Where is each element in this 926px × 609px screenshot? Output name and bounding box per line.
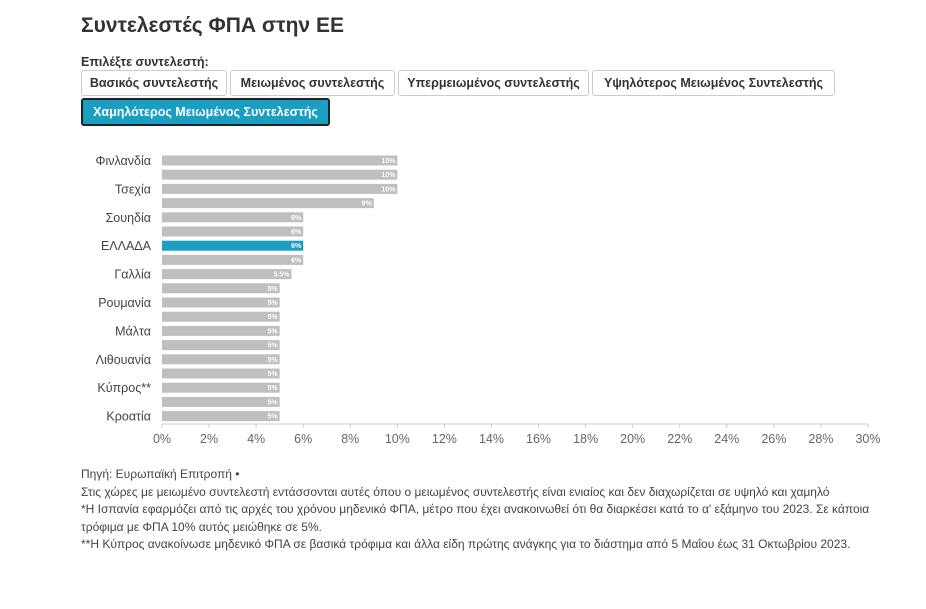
bar-value-label: 9% — [362, 201, 373, 208]
bar-9 — [162, 269, 292, 280]
bar-10 — [162, 283, 280, 294]
x-tick-label: 0% — [153, 432, 171, 446]
bar-value-label: 5% — [268, 314, 279, 321]
x-tick-label: 26% — [761, 432, 786, 446]
rate-button-standard[interactable]: Βασικός συντελεστής — [81, 70, 227, 96]
x-tick-label: 18% — [573, 432, 598, 446]
bar-value-label: 5% — [268, 371, 279, 378]
bar-value-label: 5% — [268, 328, 279, 335]
bar-18 — [162, 396, 280, 407]
bar-value-label: 5.5% — [273, 272, 290, 279]
x-tick-label: 14% — [479, 432, 504, 446]
bar-16 — [162, 368, 280, 379]
rate-button-highest-reduced[interactable]: Υψηλότερος Μειωμένος Συντελεστής — [592, 70, 835, 96]
x-tick-label: 12% — [432, 432, 457, 446]
bar-7 — [162, 240, 304, 251]
bar-1 — [162, 155, 398, 166]
bar-value-label: 5% — [268, 357, 279, 364]
bar-chart: 10% Φινλανδία 10% 10% Τσεχία 9% 6% Σουηδία 6% 6% Ε… — [96, 154, 881, 446]
page-title: Συντελεστές ΦΠΑ στην ΕΕ — [81, 14, 344, 37]
rate-button-reduced[interactable]: Μειωμένος συντελεστής — [230, 70, 395, 96]
bar-value-label: 10% — [381, 158, 396, 165]
source-note: Πηγή: Ευρωπαϊκή Επιτροπή • — [81, 467, 240, 481]
bar-value-label: 5% — [268, 385, 279, 392]
bar-15 — [162, 354, 280, 365]
bar-value-label: 10% — [381, 172, 396, 179]
category-label: ΕΛΛΑΔΑ — [101, 239, 152, 253]
x-tick-label: 10% — [385, 432, 410, 446]
category-label: Κροατία — [106, 410, 151, 424]
bar-value-label: 5% — [268, 414, 279, 421]
bar-5 — [162, 212, 304, 223]
category-label: Λιθουανία — [96, 353, 151, 367]
bar-value-label: 5% — [268, 300, 279, 307]
x-tick-label: 16% — [526, 432, 551, 446]
category-label: Φινλανδία — [96, 154, 152, 168]
bar-value-label: 10% — [381, 186, 396, 193]
x-tick-label: 24% — [714, 432, 739, 446]
bar-value-label: 5% — [268, 399, 279, 406]
category-label: Κύπρος** — [97, 381, 151, 395]
x-tick-label: 4% — [247, 432, 265, 446]
category-label: Τσεχία — [115, 182, 151, 196]
bar-value-label: 6% — [291, 243, 302, 250]
bar-12 — [162, 311, 280, 322]
bar-14 — [162, 340, 280, 351]
rate-button-lowest-reduced[interactable]: Χαμηλότερος Μειωμένος Συντελεστής — [81, 98, 330, 126]
x-tick-label: 30% — [855, 432, 880, 446]
footnote-cyprus: **Η Κύπρος ανακοίνωσε μηδενικό ΦΠΑ σε βα… — [81, 537, 851, 551]
bar-value-label: 6% — [291, 229, 302, 236]
category-label: Σουηδία — [106, 211, 151, 225]
rate-button-super-reduced[interactable]: Υπερμειωμένος συντελεστής — [398, 70, 589, 96]
bar-value-label: 6% — [291, 257, 302, 264]
selector-label: Επιλέξτε συντελεστή: — [81, 55, 209, 69]
category-label: Ρουμανία — [98, 296, 151, 310]
x-tick-label: 8% — [341, 432, 359, 446]
bar-value-label: 5% — [268, 343, 279, 350]
bar-value-label: 5% — [268, 286, 279, 293]
x-tick-label: 2% — [200, 432, 218, 446]
bar-13 — [162, 325, 280, 336]
footnote-reduced-rate: Στις χώρες με μειωμένο συντελεστή εντάσσ… — [81, 484, 830, 499]
footer-notes: Πηγή: Ευρωπαϊκή Επιτροπή • Στις χώρες με… — [81, 466, 881, 554]
bar-6 — [162, 226, 304, 237]
bar-2 — [162, 169, 398, 180]
category-label: Γαλλία — [114, 268, 151, 282]
bar-4 — [162, 198, 374, 209]
x-tick-label: 22% — [667, 432, 692, 446]
footnote-spain: *Η Ισπανία εφαρμόζει από τις αρχές του χ… — [81, 502, 870, 534]
bar-19 — [162, 411, 280, 422]
bar-17 — [162, 382, 280, 393]
bar-11 — [162, 297, 280, 308]
category-label: Μάλτα — [115, 324, 151, 338]
bar-value-label: 6% — [291, 215, 302, 222]
bar-8 — [162, 254, 304, 265]
x-tick-label: 20% — [620, 432, 645, 446]
bar-3 — [162, 183, 398, 194]
x-tick-label: 6% — [294, 432, 312, 446]
x-tick-label: 28% — [808, 432, 833, 446]
